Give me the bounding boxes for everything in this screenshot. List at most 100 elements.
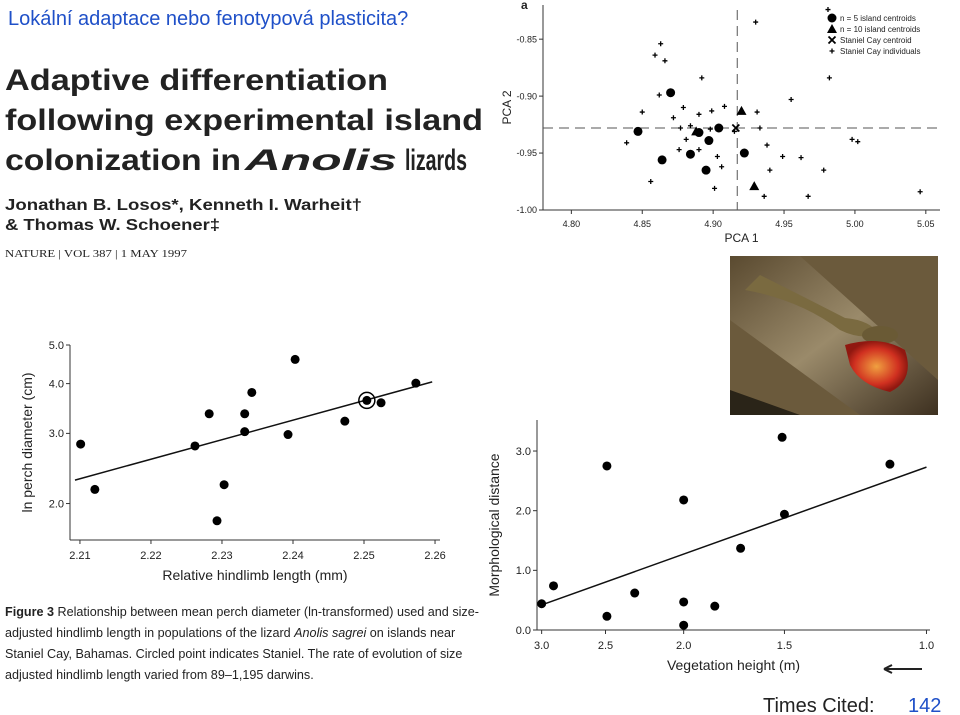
scatter-point: [90, 484, 100, 494]
y-tick-label: 0.0: [516, 625, 531, 637]
journal: NATURE | VOL 387 | 1 MAY 1997: [5, 248, 188, 260]
scatter-point: [739, 148, 749, 158]
scatter-point: [212, 516, 222, 526]
x-tick-label: 1.5: [777, 640, 792, 652]
y-axis-title: ln perch diameter (cm): [19, 372, 35, 512]
caption-label: Figure 3: [5, 605, 54, 619]
scatter-point: [885, 459, 895, 469]
panel-label: a: [521, 0, 528, 12]
scatter-point: [710, 601, 720, 611]
scatter-point: [290, 354, 300, 364]
plus-point: [696, 147, 702, 153]
plus-point: [721, 103, 727, 109]
plus-point: [709, 108, 715, 114]
y-tick-label: -0.85: [516, 34, 537, 44]
scatter-point: [240, 427, 250, 437]
plus-point: [696, 111, 702, 117]
x-tick-label: 5.00: [846, 219, 864, 229]
x-axis-title: Relative hindlimb length (mm): [162, 567, 347, 583]
triangle-point: [691, 126, 702, 136]
plus-point: [670, 115, 676, 121]
x-axis-title: Vegetation height (m): [667, 657, 800, 673]
y-tick-label: 1.0: [516, 565, 531, 577]
x-tick-label: 2.26: [424, 550, 445, 562]
plus-point: [676, 147, 682, 153]
y-tick-label: -0.95: [516, 148, 537, 158]
scatter-point: [779, 509, 789, 519]
plus-point: [680, 105, 686, 110]
x-tick-label: 2.0: [676, 640, 691, 652]
slide-title: Lokální adaptace nebo fenotypová plastic…: [8, 8, 408, 30]
scatter-point: [704, 136, 714, 146]
plus-point: [821, 167, 827, 173]
highlight-ring: [358, 391, 376, 410]
direction-arrow: [883, 664, 922, 674]
plus-point: [761, 193, 767, 199]
x-tick-label: 3.0: [534, 640, 549, 652]
authors: Jonathan B. Losos*, Kenneth I. Warheit†: [5, 197, 362, 214]
legend-label: Staniel Cay individuals: [840, 47, 921, 56]
y-tick-label: -0.90: [516, 91, 537, 101]
plus-point: [719, 164, 725, 170]
scatter-point: [679, 597, 689, 607]
plus-point: [712, 185, 718, 191]
plus-point: [826, 75, 832, 81]
plus-point: [805, 193, 811, 199]
legend-marker: [827, 24, 837, 33]
plus-point: [687, 123, 693, 129]
scatter-point: [666, 88, 676, 98]
legend-marker: [829, 48, 835, 54]
plus-point: [754, 109, 760, 115]
trend-line: [541, 466, 927, 606]
y-tick-label: 3.0: [49, 428, 64, 440]
triangle-point: [749, 181, 760, 191]
scatter-point: [679, 495, 689, 505]
cross-point: [731, 123, 740, 133]
plus-point: [707, 126, 713, 132]
paper-title: following experimental island: [5, 104, 483, 137]
plus-point: [652, 52, 658, 58]
caption-italic: Anolis sagrei: [294, 626, 367, 640]
scatter-point: [633, 126, 643, 136]
x-tick-label: 4.80: [563, 219, 581, 229]
plus-point: [757, 125, 763, 131]
plus-point: [917, 189, 923, 195]
plus-point: [624, 140, 630, 146]
y-tick-label: 5.0: [49, 340, 64, 352]
scatter-point: [537, 599, 547, 609]
y-tick-label: -1.00: [516, 205, 537, 215]
y-tick-label: 3.0: [516, 446, 531, 458]
x-tick-label: 2.5: [598, 640, 613, 652]
plus-point: [639, 109, 645, 115]
x-tick-label: 4.95: [775, 219, 793, 229]
plus-point: [767, 167, 773, 173]
y-tick-label: 4.0: [49, 378, 64, 390]
plus-point: [780, 153, 786, 159]
trend-line: [74, 381, 433, 481]
plus-point: [648, 179, 654, 185]
y-axis-title: Morphological distance: [486, 453, 502, 596]
scatter-point: [685, 149, 695, 159]
plus-point: [662, 58, 668, 64]
y-tick-label: 2.0: [49, 498, 64, 510]
scatter-point: [376, 398, 386, 408]
x-tick-label: 1.0: [919, 640, 934, 652]
legend-label: n = 10 island centroids: [840, 25, 920, 34]
x-tick-label: 2.24: [282, 550, 303, 562]
authors: & Thomas W. Schoener‡: [5, 217, 220, 234]
plus-point: [849, 136, 855, 142]
scatter-point: [340, 416, 350, 426]
paper-title: colonization in: [5, 144, 241, 177]
plus-point: [658, 41, 664, 47]
scatter-point: [240, 409, 250, 419]
scatter-point: [283, 430, 293, 440]
x-tick-label: 4.90: [704, 219, 722, 229]
plus-point: [798, 155, 804, 161]
triangle-point: [736, 105, 747, 115]
lizard-photo: [730, 256, 938, 415]
scatter-point: [362, 395, 372, 405]
scatter-point: [549, 581, 559, 591]
scatter-point: [190, 441, 200, 451]
